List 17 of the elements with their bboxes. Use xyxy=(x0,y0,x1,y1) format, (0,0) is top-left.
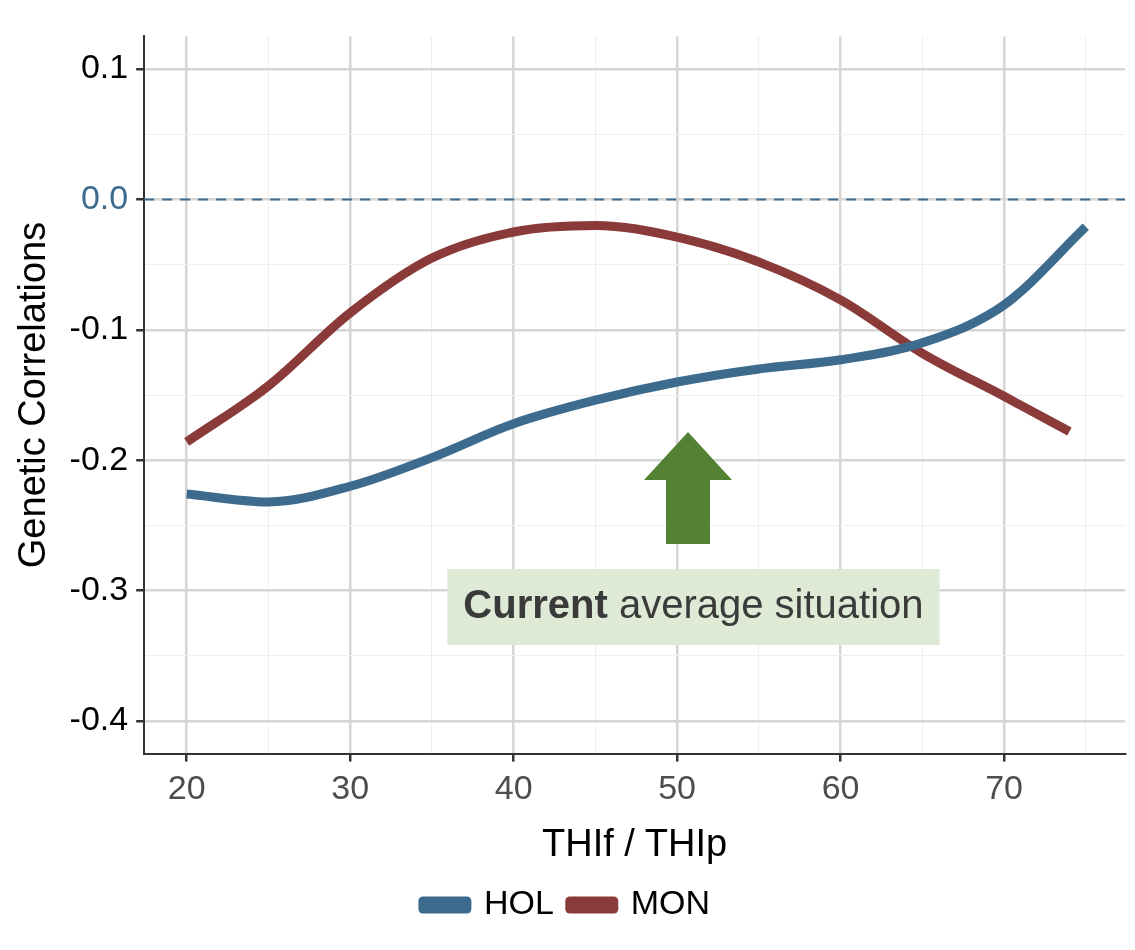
y-tick-label: -0.4 xyxy=(69,699,129,738)
x-tick-label: 20 xyxy=(167,768,206,807)
y-tick-label: -0.3 xyxy=(69,568,129,607)
x-tick-label: 70 xyxy=(985,768,1023,807)
x-axis-title: THIf / THIp xyxy=(542,821,728,864)
annotation: Current average situation xyxy=(463,582,924,627)
y-tick-label: 0.0 xyxy=(80,177,129,216)
x-tick-label: 60 xyxy=(821,768,860,807)
x-tick-label: 40 xyxy=(494,768,533,807)
y-tick-label: -0.2 xyxy=(69,438,129,477)
legend-label: MON xyxy=(630,883,711,922)
x-tick-label: 30 xyxy=(331,768,370,807)
legend-label: HOL xyxy=(483,883,554,922)
y-axis-title: Genetic Correlations xyxy=(11,221,54,569)
y-tick-label: 0.1 xyxy=(80,47,129,86)
y-tick-label: -0.1 xyxy=(69,308,129,347)
x-tick-label: 50 xyxy=(658,768,697,807)
